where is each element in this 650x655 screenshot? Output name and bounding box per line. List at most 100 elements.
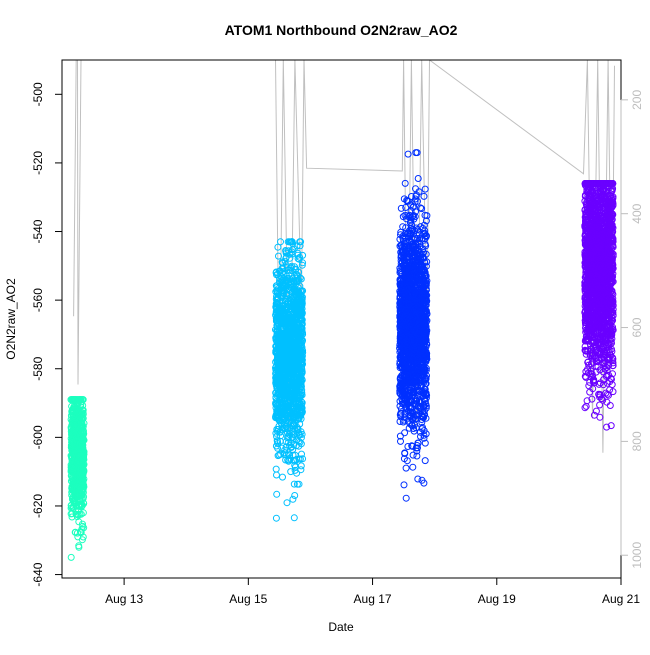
data-point <box>298 375 306 383</box>
data-point <box>288 238 296 246</box>
data-point <box>294 255 302 263</box>
data-point <box>272 429 280 437</box>
data-point <box>78 396 86 404</box>
data-point <box>287 468 295 476</box>
data-point <box>418 263 426 271</box>
data-point <box>401 449 409 457</box>
data-point <box>401 272 409 280</box>
data-point <box>75 518 83 526</box>
data-point <box>420 266 428 274</box>
data-point <box>291 399 299 407</box>
data-point <box>75 507 83 515</box>
data-point <box>283 319 291 326</box>
data-point <box>297 378 305 386</box>
data-point <box>413 149 421 157</box>
data-point <box>400 310 408 318</box>
data-point <box>284 247 292 255</box>
data-point <box>420 364 428 372</box>
data-point <box>275 380 283 388</box>
secondary-series-line <box>73 60 615 453</box>
data-point <box>400 350 408 358</box>
data-point <box>406 310 414 318</box>
data-point <box>400 481 408 489</box>
data-point <box>419 334 427 342</box>
data-point <box>399 384 407 392</box>
data-point <box>282 358 290 366</box>
data-point <box>286 254 294 262</box>
data-point <box>80 419 88 427</box>
data-point <box>298 320 306 328</box>
data-point <box>67 453 75 461</box>
data-point <box>274 370 282 378</box>
data-point <box>414 175 422 182</box>
data-point <box>421 336 429 344</box>
data-point <box>411 394 419 402</box>
data-point <box>414 235 422 242</box>
data-point <box>77 403 85 411</box>
data-point <box>288 267 296 275</box>
data-point <box>404 244 412 251</box>
data-point <box>282 425 290 433</box>
data-point <box>288 433 296 441</box>
data-point <box>275 361 282 369</box>
data-point <box>291 492 299 499</box>
data-point <box>415 188 423 196</box>
data-point <box>397 409 405 417</box>
data-point <box>272 465 280 473</box>
data-point <box>298 405 306 413</box>
data-point <box>72 429 80 437</box>
data-point <box>296 242 304 250</box>
data-point <box>412 224 420 232</box>
data-point <box>414 360 422 368</box>
data-point <box>421 297 429 305</box>
data-point <box>274 353 281 361</box>
data-point <box>405 231 413 239</box>
data-point <box>297 238 305 246</box>
data-point <box>396 277 404 285</box>
data-point <box>290 456 298 464</box>
data-point <box>292 308 300 316</box>
data-point <box>272 411 280 419</box>
data-point <box>286 424 294 432</box>
data-point <box>398 377 406 384</box>
data-point <box>404 253 412 260</box>
data-point <box>402 321 409 328</box>
data-point <box>405 424 413 432</box>
data-point <box>422 307 430 315</box>
data-point <box>403 457 411 465</box>
data-point <box>420 431 428 439</box>
data-point <box>396 432 404 440</box>
data-point <box>296 394 304 402</box>
data-point <box>292 409 300 417</box>
data-point <box>297 466 305 474</box>
data-point <box>76 445 84 453</box>
data-point <box>412 380 420 388</box>
data-point <box>283 499 291 507</box>
data-point <box>408 404 416 412</box>
data-point <box>417 348 425 356</box>
data-point <box>408 442 416 450</box>
data-point <box>417 433 424 440</box>
data-point <box>403 338 411 346</box>
data-point <box>398 271 406 278</box>
data-point <box>71 416 79 423</box>
data-point <box>415 285 423 293</box>
data-point <box>400 337 408 345</box>
data-point <box>77 529 85 537</box>
data-point <box>282 443 290 451</box>
data-point <box>413 356 421 364</box>
data-point <box>409 262 417 270</box>
data-point <box>289 365 297 373</box>
data-point <box>411 289 419 297</box>
data-point <box>288 368 296 376</box>
data-point <box>416 403 424 411</box>
data-point <box>284 238 292 246</box>
data-point <box>68 513 76 521</box>
data-point <box>418 250 426 258</box>
data-point <box>606 386 614 394</box>
data-point <box>288 428 296 436</box>
data-point <box>419 338 427 346</box>
data-point <box>609 388 617 396</box>
data-point <box>412 304 420 312</box>
data-point <box>290 378 297 386</box>
